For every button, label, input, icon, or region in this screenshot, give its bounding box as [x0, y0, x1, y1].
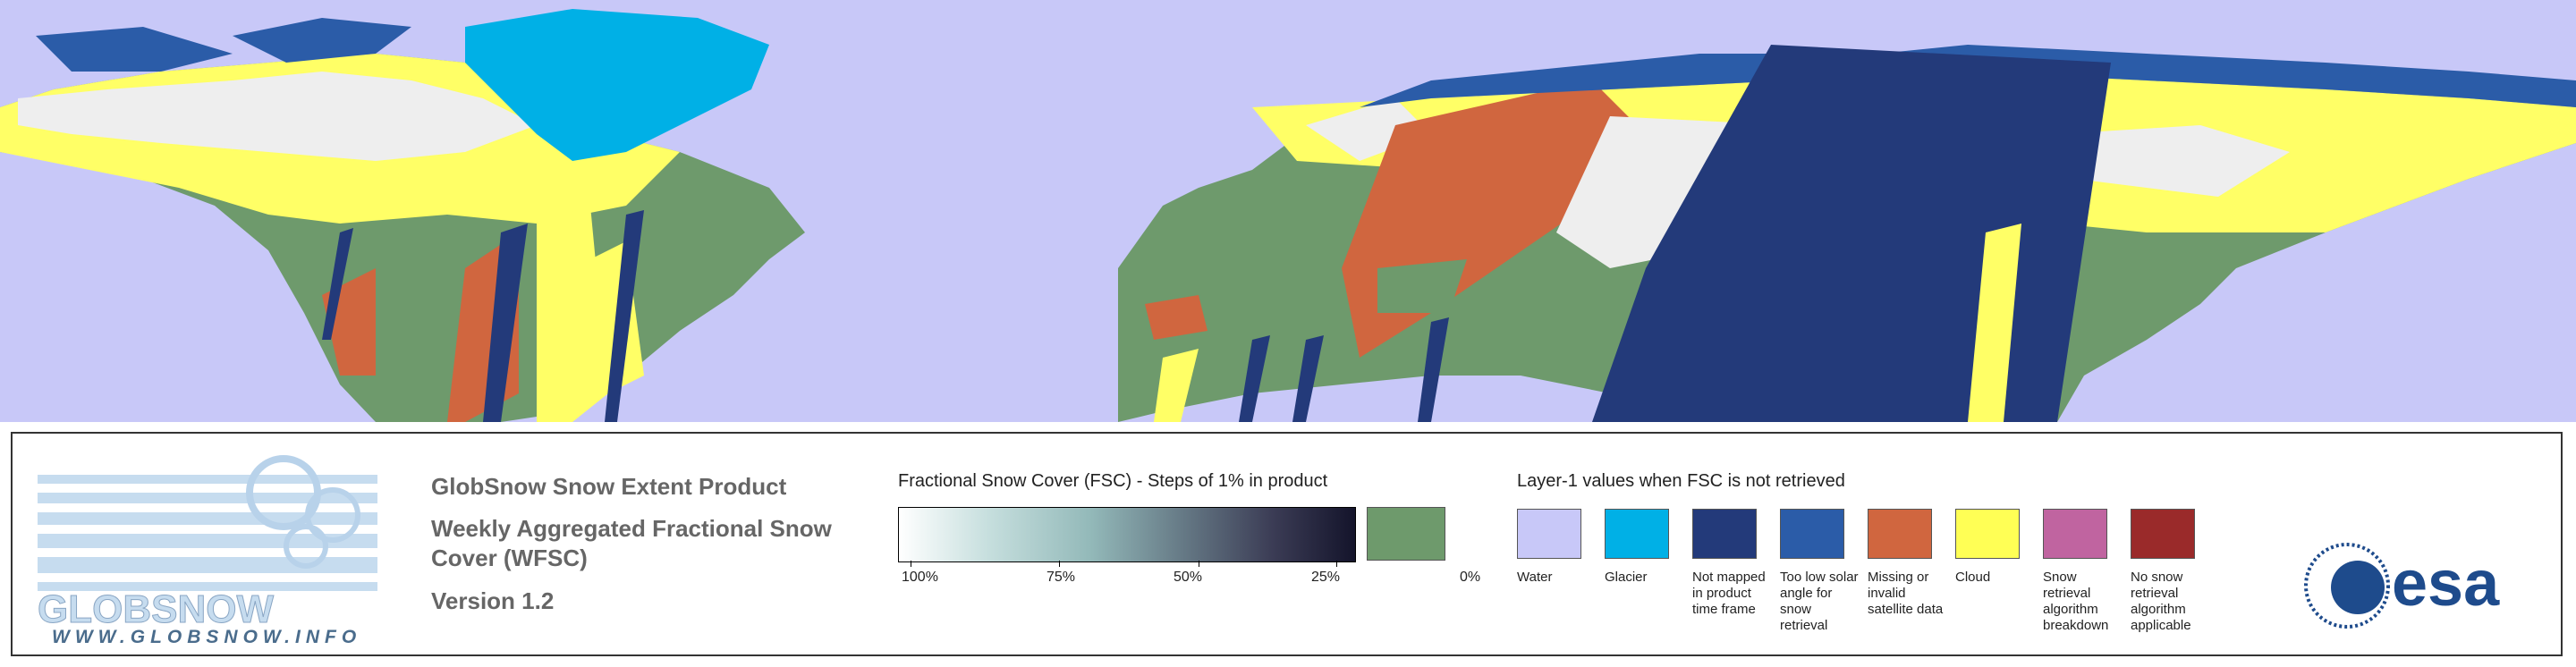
fsc-tick-label: 75%: [1046, 570, 1076, 585]
globsnow-logo: GLOBSNOW WWW.GLOBSNOW.INFO: [38, 448, 395, 649]
fsc-tick: [1059, 561, 1060, 567]
missing-data-label: Missing or invalid satellite data: [1868, 570, 1944, 617]
water-label: Water: [1517, 570, 1553, 585]
fsc-gradient-bar: [898, 507, 1356, 562]
cloud-label: Cloud: [1955, 570, 1991, 585]
legend-panel: GLOBSNOW WWW.GLOBSNOW.INFO GlobSnow Snow…: [11, 432, 2563, 656]
fsc-legend-label: Fractional Snow Cover (FSC) - Steps of 1…: [898, 471, 1328, 491]
product-version: Version 1.2: [431, 587, 555, 614]
snowflake-logo-icon: GLOBSNOW: [38, 455, 377, 632]
snow-cover-map: [0, 0, 2576, 422]
fsc-tick: [1336, 561, 1337, 567]
not-mapped-swatch: [1692, 509, 1757, 559]
low-solar-angle-label: Too low solar angle for snow retrieval: [1780, 570, 1859, 633]
fsc-tick-label: 25%: [1311, 570, 1341, 585]
fsc-tick-label: 100%: [902, 570, 938, 585]
glacier-label: Glacier: [1605, 570, 1648, 585]
eurasia-region: [1118, 45, 2576, 422]
product-title: GlobSnow Snow Extent Product: [431, 473, 787, 500]
esa-orbit-icon: [2304, 543, 2390, 629]
water-swatch: [1517, 509, 1581, 559]
esa-wordmark: esa: [2392, 548, 2500, 620]
fsc-tick-label: 50%: [1174, 570, 1203, 585]
no-algorithm-label: No snow retrieval algorithm applicable: [2131, 570, 2191, 633]
greenland: [465, 9, 769, 161]
glacier-swatch: [1605, 509, 1669, 559]
low-solar-angle-swatch: [1780, 509, 1844, 559]
esa-logo: esa: [2304, 543, 2500, 629]
cloud-swatch: [1955, 509, 2020, 559]
not-mapped-label: Not mapped in product time frame: [1692, 570, 1766, 617]
missing-data-swatch: [1868, 509, 1932, 559]
no-algorithm-swatch: [2131, 509, 2195, 559]
logo-url: WWW.GLOBSNOW.INFO: [52, 627, 362, 647]
algorithm-breakdown-swatch: [2043, 509, 2107, 559]
layer1-legend-label: Layer-1 values when FSC is not retrieved: [1517, 471, 1845, 491]
esa-globe-icon: [2331, 561, 2385, 614]
fsc-zero-swatch: [1367, 507, 1445, 561]
fsc-tick-label: 0%: [1460, 570, 1481, 585]
algorithm-breakdown-label: Snow retrieval algorithm breakdown: [2043, 570, 2109, 633]
logo-wordmark: GLOBSNOW: [38, 587, 274, 627]
product-subtitle: Weekly Aggregated Fractional Snow Cover …: [431, 515, 832, 571]
